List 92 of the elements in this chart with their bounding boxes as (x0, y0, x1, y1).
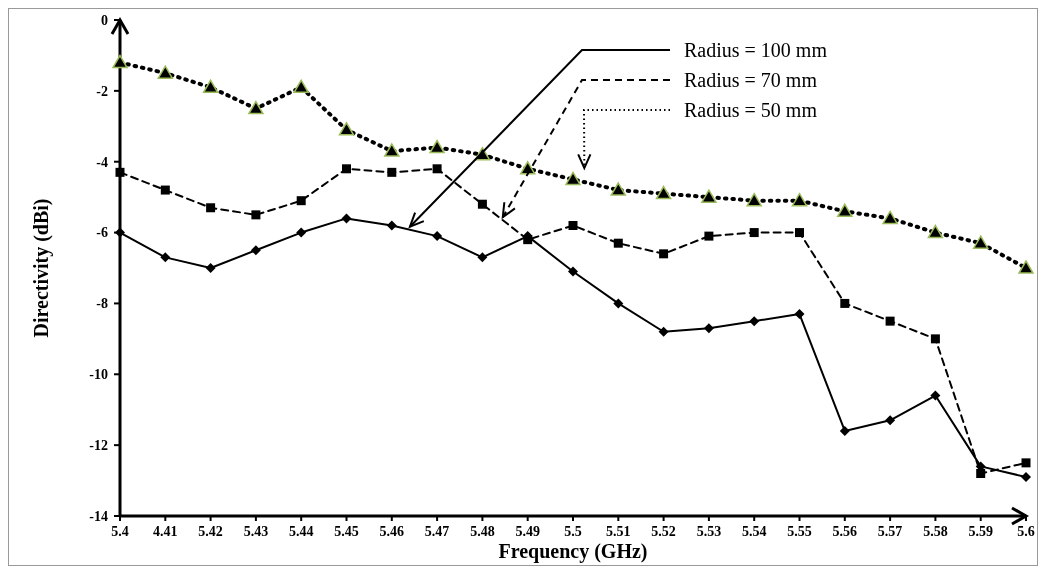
point (251, 210, 261, 220)
point (655, 185, 672, 200)
point (387, 167, 397, 177)
point (384, 143, 400, 157)
y-tick-label: -14 (89, 508, 108, 524)
x-tick-label: 5.57 (877, 524, 903, 539)
y-tick-label: -4 (96, 154, 108, 170)
point (659, 249, 669, 259)
point (746, 192, 762, 207)
point (477, 199, 487, 209)
text: Radius = 70 mm (684, 69, 818, 91)
point (296, 227, 307, 238)
x-tick-label: 5.44 (288, 524, 314, 539)
point (704, 231, 714, 241)
point (477, 252, 488, 263)
x-axis-title: Frequency (GHz) (498, 540, 648, 563)
point (839, 425, 850, 436)
point (432, 231, 443, 242)
point (701, 189, 717, 203)
text: Radius = 50 mm (684, 99, 818, 121)
x-tick-label: 5.56 (832, 524, 858, 539)
x-tick-label: 5.53 (696, 524, 722, 539)
x-tick-label: 5.45 (334, 524, 359, 539)
point (976, 468, 986, 478)
x-tick-label: 5.6 (1017, 524, 1035, 539)
point (795, 228, 804, 238)
point (157, 65, 174, 79)
point (930, 334, 940, 344)
point (202, 79, 219, 94)
x-tick-label: 5.54 (741, 524, 767, 539)
point (160, 252, 171, 263)
point (519, 161, 536, 175)
point (749, 316, 760, 327)
point (1021, 472, 1031, 483)
point (613, 298, 624, 309)
point (112, 54, 128, 69)
point (115, 167, 125, 177)
x-tick-label: 5.58 (923, 524, 948, 539)
point (794, 309, 805, 320)
point (386, 220, 397, 231)
point (293, 79, 309, 94)
point (972, 235, 989, 249)
y-tick-label: -12 (89, 438, 108, 454)
point (296, 196, 306, 206)
point (1018, 260, 1034, 274)
x-tick-label: 5.5 (564, 524, 582, 539)
x-tick-label: 5.55 (787, 524, 812, 539)
point (565, 171, 581, 186)
point (930, 390, 941, 401)
x-tick-label: 5.4 (111, 524, 129, 539)
point (613, 238, 623, 248)
point (341, 213, 352, 224)
point (885, 415, 896, 426)
point (885, 316, 895, 326)
point (342, 164, 351, 174)
point (749, 228, 759, 238)
point (791, 192, 808, 207)
point (568, 220, 578, 230)
x-tick-label: 5.52 (651, 524, 676, 539)
x-tick-label: 5.46 (379, 524, 405, 539)
point (338, 122, 355, 136)
x-tick-label: 5.43 (243, 524, 269, 539)
point (703, 323, 714, 334)
point (206, 203, 216, 213)
point (658, 326, 669, 337)
y-tick-label: 0 (101, 12, 108, 28)
point (1021, 458, 1031, 468)
y-tick-label: -6 (96, 225, 108, 241)
y-tick-label: -2 (96, 83, 108, 99)
x-tick-label: 5.59 (968, 524, 993, 539)
point (205, 263, 216, 273)
point (840, 298, 850, 308)
point (927, 224, 944, 239)
x-tick-label: 5.48 (470, 524, 495, 539)
point (429, 139, 445, 154)
x-tick-label: 5.47 (424, 524, 450, 539)
point (882, 210, 898, 225)
text: Radius = 100 mm (684, 39, 828, 61)
x-tick-label: 5.51 (606, 524, 631, 539)
point (837, 203, 853, 218)
point (610, 182, 627, 196)
y-tick-label: -8 (96, 296, 108, 312)
x-tick-label: 5.42 (198, 524, 223, 539)
point (568, 266, 578, 277)
x-tick-label: 5.49 (515, 524, 540, 539)
x-tick-label: 4.41 (153, 524, 178, 539)
point (432, 164, 442, 174)
point (250, 245, 261, 256)
point (160, 185, 170, 195)
point (248, 100, 264, 115)
y-tick-label: -10 (89, 367, 108, 383)
y-axis-title: Directivity (dBi) (30, 198, 53, 338)
